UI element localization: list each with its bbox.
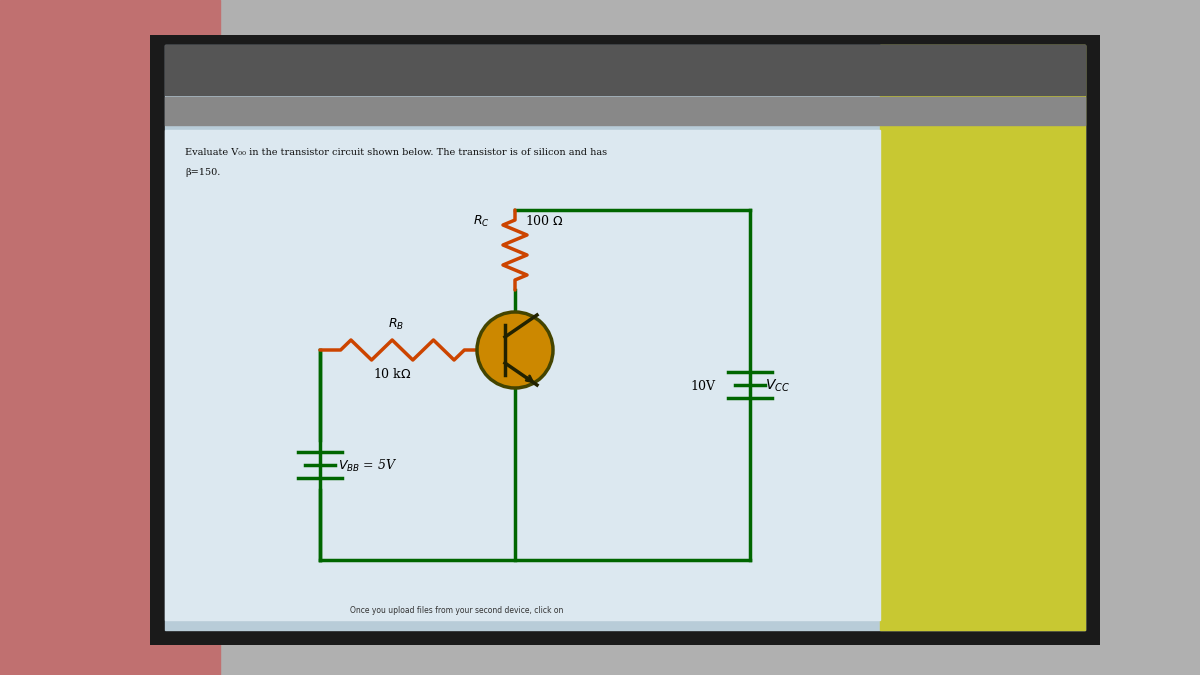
- Bar: [150, 35, 1100, 645]
- Bar: [166, 45, 1085, 630]
- Bar: [166, 97, 1085, 125]
- Circle shape: [478, 312, 553, 388]
- Bar: [166, 130, 880, 620]
- Text: 10V: 10V: [690, 380, 715, 393]
- Text: Evaluate V₀₀ in the transistor circuit shown below. The transistor is of silicon: Evaluate V₀₀ in the transistor circuit s…: [185, 148, 607, 157]
- Bar: [0, 0, 220, 675]
- Text: $V_{CC}$: $V_{CC}$: [766, 378, 790, 394]
- Bar: [166, 45, 1085, 95]
- Bar: [880, 45, 1085, 630]
- Text: β=150.: β=150.: [185, 168, 221, 177]
- Text: Once you upload files from your second device, click on: Once you upload files from your second d…: [350, 606, 563, 615]
- Text: 100 $\Omega$: 100 $\Omega$: [526, 214, 564, 228]
- Text: $R_C$: $R_C$: [473, 214, 490, 229]
- Text: 10 k$\Omega$: 10 k$\Omega$: [372, 367, 412, 381]
- Text: $V_{BB}$ = 5V: $V_{BB}$ = 5V: [338, 458, 397, 474]
- Text: $R_B$: $R_B$: [388, 317, 403, 332]
